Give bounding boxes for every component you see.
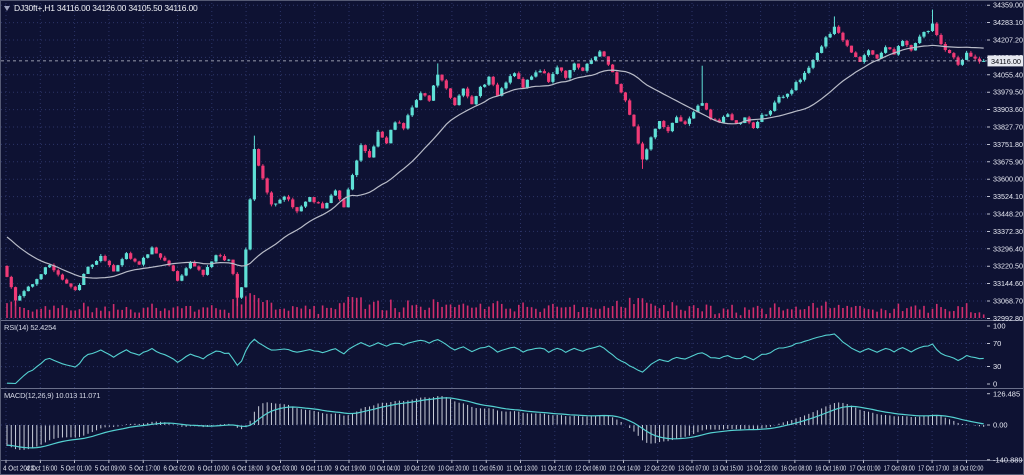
price-tick-label: 33827.70 [993, 123, 1023, 132]
price-tick-label: 34283.10 [993, 18, 1023, 27]
time-tick-label: 6 Oct 18:00 [232, 464, 263, 473]
macd-axis-labels: 126.485 0.00 -140.889 [987, 389, 1023, 464]
time-tick-label: 9 Oct 11:00 [301, 464, 332, 473]
price-tick-label: 33600.00 [993, 175, 1023, 184]
price-tick-label: 33903.60 [993, 105, 1023, 114]
price-tick-label: 33220.50 [993, 262, 1023, 271]
time-tick-label: 10 Oct 20:00 [438, 464, 469, 473]
price-tick-label: 33979.50 [993, 88, 1023, 97]
time-tick-label: 11 Oct 21:00 [541, 464, 572, 473]
time-tick-label: 12 Oct 22:00 [644, 464, 675, 473]
time-tick-label: 17 Oct 01:00 [850, 464, 881, 473]
time-tick-label: 16 Oct 16:00 [815, 464, 846, 473]
moving-average-line [6, 44, 984, 279]
macd-tick-label: -140.889 [993, 455, 1023, 464]
price-tick-label: 33524.10 [993, 192, 1023, 201]
time-tick-label: 9 Oct 19:00 [335, 464, 366, 473]
rsi-tick-label: 70 [993, 339, 1001, 348]
price-tick-label: 33372.30 [993, 227, 1023, 236]
symbol-dropdown-icon[interactable] [4, 5, 10, 11]
price-tick-label: 32992.80 [993, 314, 1023, 323]
time-tick-label: 10 Oct 12:00 [404, 464, 435, 473]
time-tick-label: 9 Oct 03:00 [266, 464, 297, 473]
time-tick-label: 12 Oct 14:00 [609, 464, 640, 473]
time-tick-label: 5 Oct 09:00 [95, 464, 126, 473]
current-price-value: 34116.00 [991, 57, 1021, 66]
time-tick-label: 11 Oct 05:00 [472, 464, 503, 473]
price-tick-label: 33144.60 [993, 279, 1023, 288]
time-tick-label: 6 Oct 02:00 [164, 464, 195, 473]
macd-tick-label: 126.485 [993, 389, 1020, 398]
rsi-line [6, 333, 984, 385]
time-tick-label: 13 Oct 23:00 [747, 464, 778, 473]
time-tick-label: 12 Oct 06:00 [575, 464, 606, 473]
time-tick-label: 11 Oct 13:00 [507, 464, 538, 473]
time-tick-label: 16 Oct 08:00 [781, 464, 812, 473]
time-tick-label: 18 Oct 02:00 [952, 464, 983, 473]
time-tick-label: 4 Oct 2023 [3, 464, 34, 473]
price-tick-label: 34359.00 [993, 1, 1023, 10]
rsi-tick-label: 0 [993, 380, 997, 389]
time-tick-label: 6 Oct 10:00 [198, 464, 229, 473]
volume-layer [6, 293, 985, 318]
rsi-panel-layer: 100 70 30 0 [1, 322, 1006, 389]
macd-tick-label: 0.00 [993, 421, 1008, 430]
price-tick-label: 33751.80 [993, 140, 1023, 149]
rsi-tick-label: 30 [993, 362, 1001, 371]
price-tick-label: 33068.70 [993, 297, 1023, 306]
macd-signal-line [6, 397, 984, 449]
time-tick-label: 17 Oct 09:00 [884, 464, 915, 473]
grid-layer [1, 3, 987, 460]
price-axis[interactable]: 34359.0034283.1034207.2034131.3034055.40… [987, 1, 1024, 323]
current-price-badge [987, 55, 1023, 67]
candles-layer [5, 9, 986, 307]
price-tick-label: 33296.40 [993, 244, 1023, 253]
time-tick-label: 10 Oct 04:00 [369, 464, 400, 473]
price-tick-label: 33675.90 [993, 157, 1023, 166]
price-tick-label: 34207.20 [993, 36, 1023, 45]
price-tick-label: 33448.20 [993, 210, 1023, 219]
time-tick-label: 17 Oct 17:00 [918, 464, 949, 473]
time-tick-label: 13 Oct 15:00 [712, 464, 743, 473]
price-tick-label: 34055.40 [993, 70, 1023, 79]
time-tick-label: 13 Oct 07:00 [678, 464, 709, 473]
time-tick-label: 5 Oct 17:00 [129, 464, 160, 473]
time-tick-label: 5 Oct 01:00 [61, 464, 92, 473]
rsi-tick-label: 100 [993, 322, 1006, 331]
time-tick-label: 4 Oct 16:00 [26, 464, 57, 473]
macd-histogram [6, 396, 985, 450]
